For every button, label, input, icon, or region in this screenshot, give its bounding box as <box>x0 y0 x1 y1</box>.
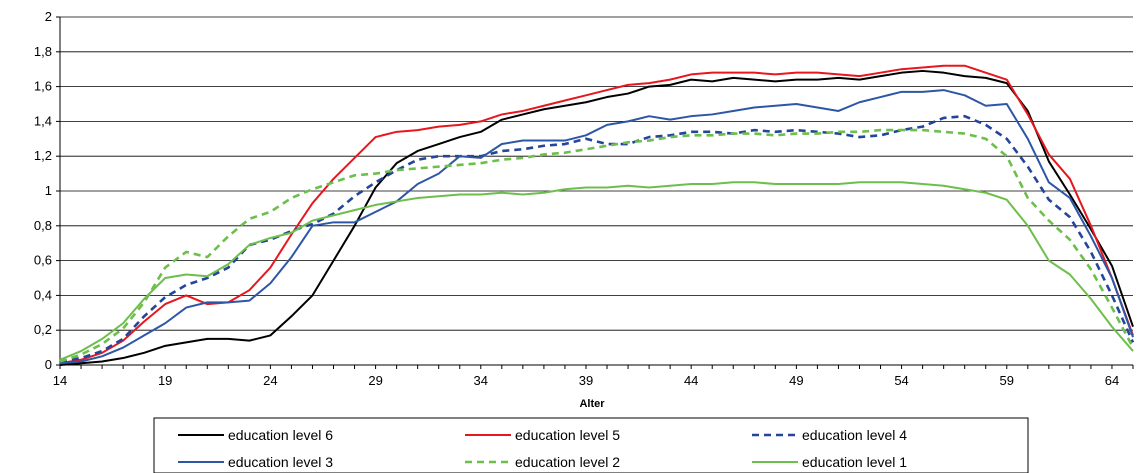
legend-label: education level 2 <box>515 454 620 470</box>
x-tick-label: 29 <box>368 373 382 388</box>
x-tick-label: 19 <box>158 373 172 388</box>
y-tick-label: 1,2 <box>34 148 52 163</box>
x-tick-label: 24 <box>263 373 277 388</box>
x-tick-label: 14 <box>53 373 67 388</box>
y-tick-label: 0,2 <box>34 322 52 337</box>
legend-label: education level 1 <box>802 454 907 470</box>
legend-label: education level 4 <box>802 427 907 443</box>
gridlines <box>60 16 1133 331</box>
x-tick-label: 44 <box>684 373 698 388</box>
axes <box>56 16 1134 369</box>
series-line-education-level-1 <box>59 181 1134 361</box>
series-line-education-level-6 <box>59 69 1134 366</box>
series-line-education-level-5 <box>59 64 1134 365</box>
series-line-education-level-3 <box>59 89 1134 365</box>
x-tick-label: 34 <box>474 373 488 388</box>
y-tick-labels: 0 0,2 0,4 0,6 0,8 1 1,2 1,4 1,6 1,8 2 <box>34 9 52 372</box>
x-tick-label: 39 <box>579 373 593 388</box>
y-tick-label: 1,4 <box>34 113 52 128</box>
x-tick-label: 49 <box>789 373 803 388</box>
legend: education level 6 education level 5 educat… <box>153 417 1029 473</box>
x-tick-label: 54 <box>894 373 908 388</box>
y-tick-label: 1 <box>45 183 52 198</box>
legend-box <box>153 417 1029 473</box>
y-tick-label: 1,6 <box>34 79 52 94</box>
x-tick-label: 59 <box>1000 373 1014 388</box>
y-tick-label: 1,8 <box>34 44 52 59</box>
legend-label: education level 3 <box>228 454 333 470</box>
x-tick-label: 64 <box>1105 373 1119 388</box>
x-tick-labels: 14 19 24 29 34 39 44 49 54 59 64 <box>53 373 1119 388</box>
y-tick-label: 0,8 <box>34 218 52 233</box>
series-lines <box>59 64 1135 366</box>
series-line-education-level-4 <box>59 114 1135 363</box>
y-tick-label: 0,4 <box>34 287 52 302</box>
series-line-education-level-2 <box>59 128 1135 363</box>
y-tick-label: 0,6 <box>34 253 52 268</box>
legend-label: education level 5 <box>515 427 620 443</box>
y-tick-label: 2 <box>45 9 52 24</box>
y-tick-label: 0 <box>45 357 52 372</box>
x-axis-title: Alter <box>579 398 605 410</box>
legend-label: education level 6 <box>228 427 333 443</box>
